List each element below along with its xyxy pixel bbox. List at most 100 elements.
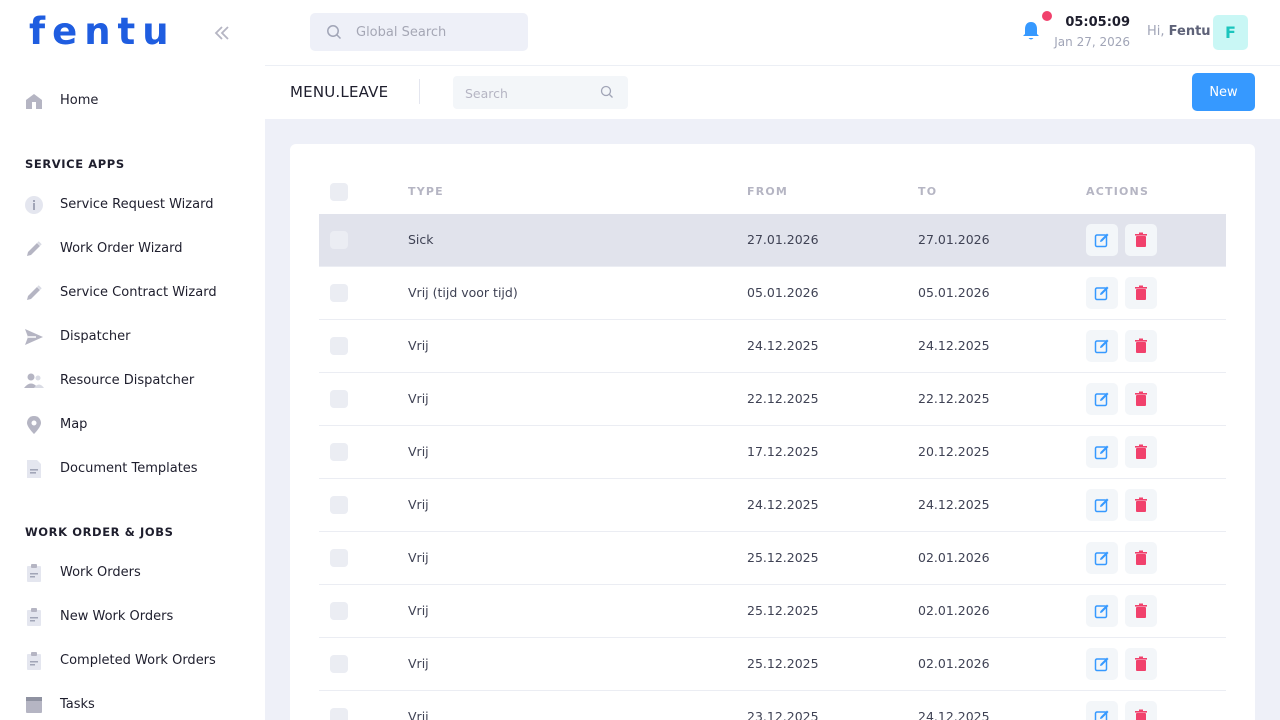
delete-button[interactable] (1125, 330, 1157, 362)
row-checkbox[interactable] (330, 231, 348, 249)
cell-from: 23.12.2025 (747, 709, 819, 720)
table-row[interactable]: Sick 27.01.2026 27.01.2026 (319, 214, 1226, 267)
table-row[interactable]: Vrij (tijd voor tijd) 05.01.2026 05.01.202… (319, 267, 1226, 320)
sidebar: fentu Home SERVICE APPS Service Request … (0, 0, 265, 720)
sidebar-item-dispatcher[interactable]: Dispatcher (0, 320, 265, 354)
edit-button[interactable] (1086, 383, 1118, 415)
delete-button[interactable] (1125, 277, 1157, 309)
search-icon (327, 25, 342, 40)
users-icon (24, 373, 44, 388)
delete-button[interactable] (1125, 489, 1157, 521)
edit-button[interactable] (1086, 595, 1118, 627)
column-header-type[interactable]: TYPE (408, 185, 444, 198)
table-row[interactable]: Vrij 25.12.2025 02.01.2026 (319, 532, 1226, 585)
user-name: Fentu (1168, 24, 1211, 39)
delete-button[interactable] (1125, 224, 1157, 256)
row-checkbox[interactable] (330, 655, 348, 673)
sidebar-item-work-order-wizard[interactable]: Work Order Wizard (0, 232, 265, 266)
brand-logo[interactable]: fentu (29, 10, 176, 53)
table-row[interactable]: Vrij 17.12.2025 20.12.2025 (319, 426, 1226, 479)
select-all-checkbox[interactable] (330, 183, 348, 201)
sidebar-item-tasks[interactable]: Tasks (0, 688, 265, 720)
search-icon[interactable] (600, 85, 614, 99)
row-checkbox[interactable] (330, 708, 348, 720)
row-checkbox[interactable] (330, 549, 348, 567)
delete-button[interactable] (1125, 436, 1157, 468)
cell-from: 25.12.2025 (747, 603, 819, 618)
cell-to: 27.01.2026 (918, 232, 990, 247)
sidebar-item-document-templates[interactable]: Document Templates (0, 452, 265, 486)
sidebar-item-completed-work-orders[interactable]: Completed Work Orders (0, 644, 265, 678)
edit-icon (1094, 339, 1109, 354)
edit-icon (1094, 498, 1109, 513)
trash-icon (1135, 497, 1147, 512)
table-row[interactable]: Vrij 25.12.2025 02.01.2026 (319, 638, 1226, 691)
table-header: TYPE FROM TO ACTIONS (319, 174, 1226, 214)
global-search[interactable] (310, 13, 528, 51)
bell-icon[interactable] (1020, 20, 1042, 42)
delete-button[interactable] (1125, 542, 1157, 574)
edit-icon (1094, 604, 1109, 619)
trash-icon (1135, 709, 1147, 720)
cell-from: 25.12.2025 (747, 550, 819, 565)
cell-to: 24.12.2025 (918, 709, 990, 720)
edit-button[interactable] (1086, 277, 1118, 309)
section-heading-service-apps: SERVICE APPS (25, 157, 125, 171)
cell-type: Vrij (408, 497, 429, 512)
row-checkbox[interactable] (330, 443, 348, 461)
list-search-input[interactable] (465, 83, 595, 103)
edit-button[interactable] (1086, 489, 1118, 521)
row-checkbox[interactable] (330, 284, 348, 302)
sidebar-item-home[interactable]: Home (0, 84, 265, 118)
notification-badge (1042, 11, 1052, 21)
edit-icon (1094, 286, 1109, 301)
delete-button[interactable] (1125, 383, 1157, 415)
table-row[interactable]: Vrij 24.12.2025 24.12.2025 (319, 320, 1226, 373)
new-button[interactable]: New (1192, 73, 1255, 111)
table-row[interactable]: Vrij 22.12.2025 22.12.2025 (319, 373, 1226, 426)
sidebar-item-service-request-wizard[interactable]: Service Request Wizard (0, 188, 265, 222)
edit-button[interactable] (1086, 330, 1118, 362)
cell-type: Vrij (408, 338, 429, 353)
sidebar-item-label: Home (60, 93, 99, 108)
edit-button[interactable] (1086, 542, 1118, 574)
user-greeting[interactable]: Hi, Fentu (1147, 24, 1211, 39)
table-row[interactable]: Vrij 23.12.2025 24.12.2025 (319, 691, 1226, 720)
sidebar-item-service-contract-wizard[interactable]: Service Contract Wizard (0, 276, 265, 310)
sidebar-item-work-orders[interactable]: Work Orders (0, 556, 265, 590)
sidebar-item-label: Completed Work Orders (60, 653, 216, 668)
cell-from: 27.01.2026 (747, 232, 819, 247)
delete-button[interactable] (1125, 648, 1157, 680)
column-header-to[interactable]: TO (918, 185, 938, 198)
edit-button[interactable] (1086, 436, 1118, 468)
cell-type: Vrij (408, 709, 429, 720)
row-checkbox[interactable] (330, 602, 348, 620)
sidebar-item-resource-dispatcher[interactable]: Resource Dispatcher (0, 364, 265, 398)
list-search[interactable] (453, 76, 628, 109)
table-row[interactable]: Vrij 24.12.2025 24.12.2025 (319, 479, 1226, 532)
global-search-input[interactable] (356, 22, 516, 42)
cell-to: 24.12.2025 (918, 338, 990, 353)
avatar[interactable]: F (1213, 15, 1248, 50)
edit-button[interactable] (1086, 224, 1118, 256)
row-checkbox[interactable] (330, 390, 348, 408)
send-icon (25, 329, 43, 345)
row-checkbox[interactable] (330, 337, 348, 355)
delete-button[interactable] (1125, 595, 1157, 627)
edit-button[interactable] (1086, 648, 1118, 680)
row-checkbox[interactable] (330, 496, 348, 514)
cell-type: Vrij (tijd voor tijd) (408, 285, 518, 300)
edit-icon (1094, 551, 1109, 566)
sidebar-item-map[interactable]: Map (0, 408, 265, 442)
cell-to: 05.01.2026 (918, 285, 990, 300)
home-icon (26, 94, 42, 109)
edit-button[interactable] (1086, 701, 1118, 720)
collapse-sidebar-icon[interactable] (211, 22, 233, 44)
column-header-from[interactable]: FROM (747, 185, 789, 198)
table-row[interactable]: Vrij 25.12.2025 02.01.2026 (319, 585, 1226, 638)
cell-type: Vrij (408, 444, 429, 459)
delete-button[interactable] (1125, 701, 1157, 720)
sidebar-item-new-work-orders[interactable]: New Work Orders (0, 600, 265, 634)
clock-time: 05:05:09 (1065, 15, 1130, 30)
edit-icon (1094, 657, 1109, 672)
